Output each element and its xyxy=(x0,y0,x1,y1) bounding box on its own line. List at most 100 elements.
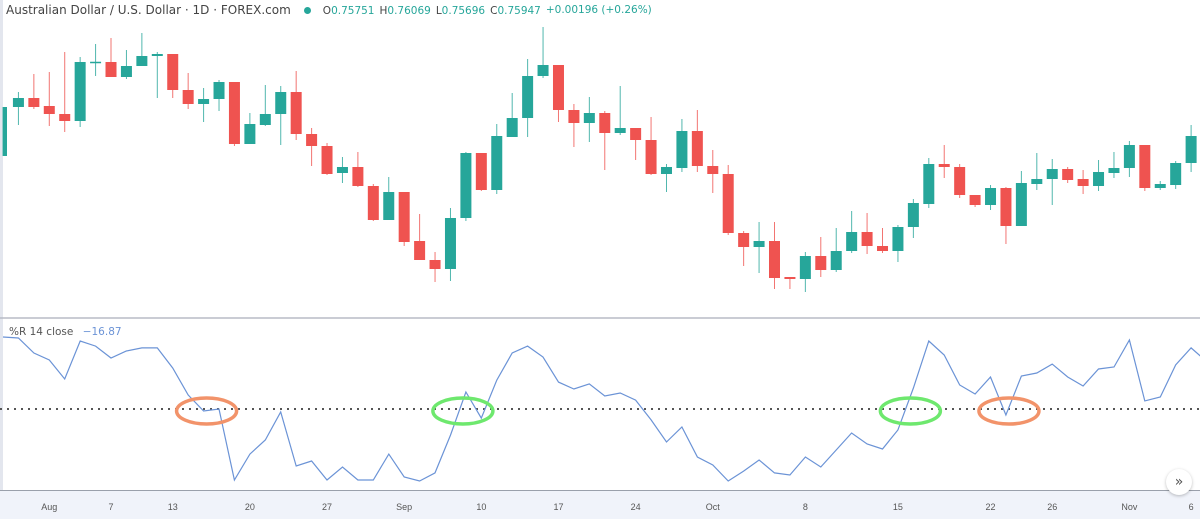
candle-body-down xyxy=(43,106,55,114)
candlestick-series xyxy=(2,27,1197,292)
candle[interactable] xyxy=(784,277,796,289)
chart-canvas[interactable] xyxy=(0,0,1200,491)
candle[interactable] xyxy=(1031,153,1043,190)
candle[interactable] xyxy=(228,82,240,146)
candle[interactable] xyxy=(907,199,919,238)
candle[interactable] xyxy=(136,33,148,66)
candle[interactable] xyxy=(321,143,333,175)
candle[interactable] xyxy=(59,52,71,132)
candle[interactable] xyxy=(506,93,518,137)
candle-body-down xyxy=(938,164,950,167)
candle[interactable] xyxy=(491,124,503,194)
candle[interactable] xyxy=(383,177,395,220)
candle[interactable] xyxy=(799,252,811,292)
candle-body-up xyxy=(1031,179,1043,184)
candle[interactable] xyxy=(429,252,441,282)
candle[interactable] xyxy=(2,107,7,156)
candle[interactable] xyxy=(614,86,626,135)
candle[interactable] xyxy=(182,73,194,109)
candle[interactable] xyxy=(738,231,750,266)
candle[interactable] xyxy=(707,150,719,193)
candle[interactable] xyxy=(1154,181,1166,190)
candle[interactable] xyxy=(336,157,348,183)
candle[interactable] xyxy=(630,128,642,160)
indicator-legend[interactable]: %R 14 close −16.87 xyxy=(9,326,122,338)
wr-line xyxy=(2,336,1200,482)
candle[interactable] xyxy=(105,38,117,77)
candle[interactable] xyxy=(568,104,580,147)
candle-body-down xyxy=(1062,169,1074,180)
candle[interactable] xyxy=(1093,160,1105,191)
candle[interactable] xyxy=(290,71,302,140)
candle[interactable] xyxy=(167,54,179,98)
x-tick-label: 7 xyxy=(108,502,114,512)
candle[interactable] xyxy=(645,117,657,175)
scroll-to-realtime-button[interactable]: » xyxy=(1166,469,1192,495)
candle[interactable] xyxy=(676,119,688,172)
candle[interactable] xyxy=(691,110,703,172)
candle[interactable] xyxy=(522,59,534,137)
candle[interactable] xyxy=(275,86,287,145)
double-chevron-right-icon: » xyxy=(1174,474,1184,490)
candle[interactable] xyxy=(352,152,364,187)
candle[interactable] xyxy=(815,237,827,277)
candle[interactable] xyxy=(1062,167,1074,183)
symbol-title[interactable]: Australian Dollar / U.S. Dollar · 1D · F… xyxy=(6,3,291,17)
time-axis[interactable]: Aug 7 13 20 27 Sep 10 17 24 Oct 8 15 22 26 Nov 6 xyxy=(0,491,1200,519)
candle[interactable] xyxy=(259,85,271,126)
candle[interactable] xyxy=(1077,170,1089,194)
candle[interactable] xyxy=(398,192,410,246)
candle[interactable] xyxy=(769,222,780,289)
candle[interactable] xyxy=(830,228,842,272)
candle[interactable] xyxy=(599,111,611,170)
candle[interactable] xyxy=(1123,141,1135,177)
candle[interactable] xyxy=(1170,161,1182,189)
candle[interactable] xyxy=(660,164,672,192)
x-tick-label: 24 xyxy=(630,502,641,512)
candle[interactable] xyxy=(753,222,765,273)
x-tick-label: 15 xyxy=(892,502,903,512)
candle[interactable] xyxy=(537,27,549,78)
candle[interactable] xyxy=(151,52,163,98)
candle[interactable] xyxy=(12,92,24,125)
candle[interactable] xyxy=(969,195,981,207)
candle-body-down xyxy=(306,134,318,146)
candle[interactable] xyxy=(1046,159,1058,205)
candle[interactable] xyxy=(877,228,889,253)
candle[interactable] xyxy=(74,57,86,127)
candle[interactable] xyxy=(1000,187,1012,244)
candle[interactable] xyxy=(28,74,40,109)
candle[interactable] xyxy=(1108,152,1120,178)
candle-body-up xyxy=(244,124,256,144)
candle[interactable] xyxy=(1139,145,1151,191)
candle-body-up xyxy=(74,62,86,121)
candle[interactable] xyxy=(120,50,132,79)
candle[interactable] xyxy=(475,153,487,191)
candle[interactable] xyxy=(722,165,734,235)
candle[interactable] xyxy=(583,97,595,142)
ohlc-l: L0.75696 xyxy=(436,5,485,17)
candle[interactable] xyxy=(414,214,426,260)
candle[interactable] xyxy=(1015,171,1027,226)
candle[interactable] xyxy=(367,184,379,221)
candle[interactable] xyxy=(444,208,456,281)
candle[interactable] xyxy=(552,65,564,122)
candle[interactable] xyxy=(892,225,904,262)
candle[interactable] xyxy=(43,72,55,126)
candle[interactable] xyxy=(985,185,997,210)
candle[interactable] xyxy=(954,164,966,198)
candle[interactable] xyxy=(846,211,858,253)
candle[interactable] xyxy=(213,80,225,111)
candle[interactable] xyxy=(198,88,210,122)
indicator-value: −16.87 xyxy=(82,326,122,338)
candle[interactable] xyxy=(923,158,935,208)
candle[interactable] xyxy=(90,44,102,76)
candle[interactable] xyxy=(861,213,873,254)
candle[interactable] xyxy=(306,128,318,166)
candle-body-down xyxy=(691,131,703,166)
candle[interactable] xyxy=(244,113,256,144)
candle[interactable] xyxy=(938,145,950,178)
candle[interactable] xyxy=(460,152,472,221)
candle[interactable] xyxy=(1185,125,1197,172)
candle-body-up xyxy=(213,82,225,99)
